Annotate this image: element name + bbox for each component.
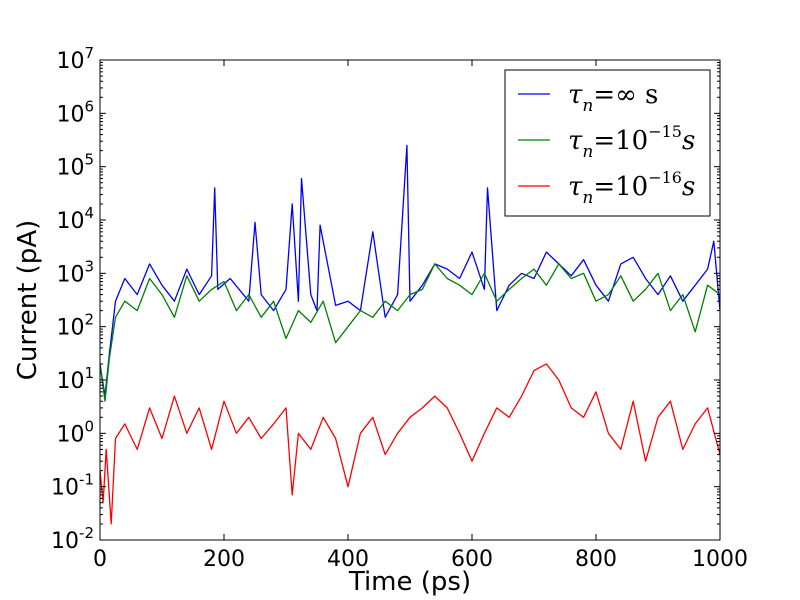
y-axis-title: Current (pA): [13, 220, 43, 381]
plot-frame: [99, 59, 721, 541]
y-tick-label: 106: [56, 97, 94, 127]
legend-label-2: τn=10−16s: [568, 168, 695, 208]
legend: τn=∞ s τn=10−15s τn=10−16s: [504, 69, 711, 217]
x-tick-label: 800: [575, 547, 617, 572]
y-tick-label: 105: [56, 151, 94, 181]
series-line-1: [100, 263, 720, 402]
y-tick-label: 103: [56, 257, 94, 287]
y-tick-label: 100: [56, 417, 94, 447]
x-tick-label: 0: [93, 547, 107, 572]
series-line-0: [100, 144, 720, 397]
legend-label-1: τn=10−15s: [568, 122, 695, 162]
x-axis-title: Time (ps): [348, 567, 471, 597]
legend-label-0: τn=∞ s: [568, 80, 658, 116]
y-tick-label: 101: [56, 364, 94, 394]
y-tick-label: 104: [56, 204, 94, 234]
x-tick-label: 400: [327, 547, 369, 572]
y-tick-label: 10-1: [51, 471, 94, 501]
series-layer: [100, 144, 720, 525]
x-tick-label: 1000: [692, 547, 748, 572]
y-tick-label: 10-2: [51, 524, 94, 554]
x-tick-label: 200: [203, 547, 245, 572]
y-tick-label: 102: [56, 311, 94, 341]
y-tick-label: 107: [56, 44, 94, 74]
series-line-2: [100, 363, 720, 525]
x-tick-label: 600: [451, 547, 493, 572]
